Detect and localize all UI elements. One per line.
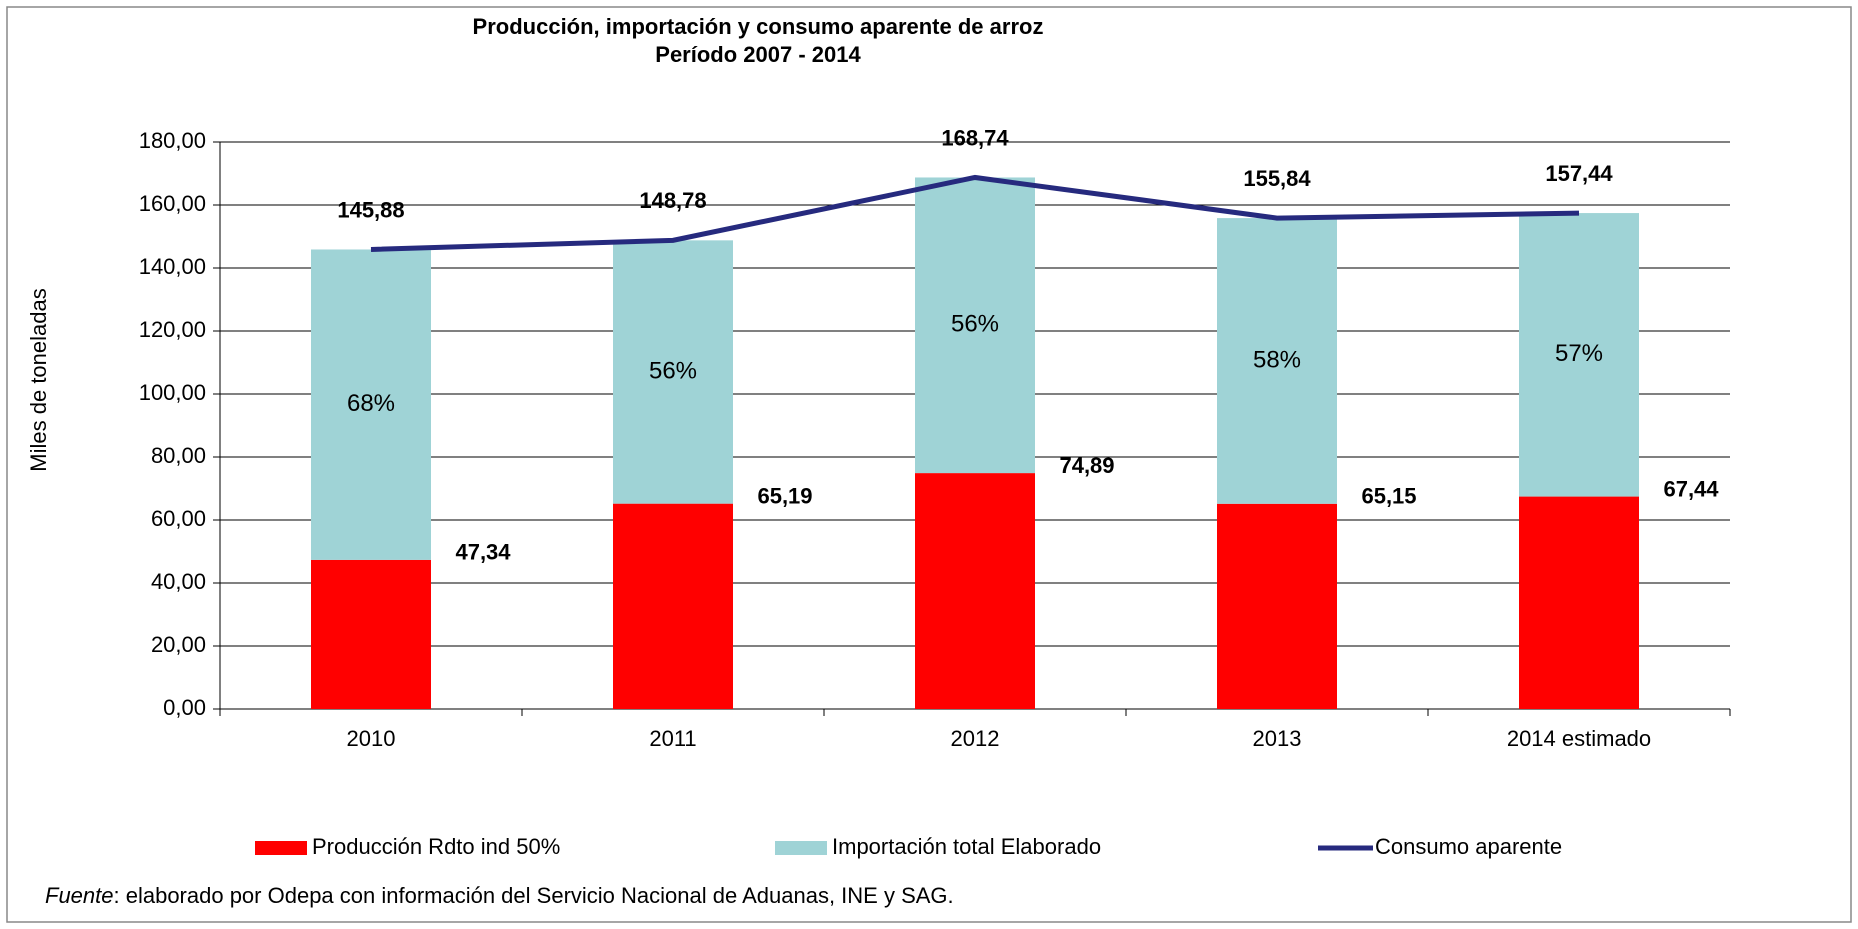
source-note: Fuente: elaborado por Odepa con informac…: [45, 883, 954, 908]
y-tick-label: 100,00: [139, 380, 206, 405]
x-tick-label: 2011: [649, 726, 696, 751]
legend-label: Importación total Elaborado: [832, 834, 1101, 859]
bar: [1519, 213, 1639, 497]
data-label: 74,89: [1059, 453, 1114, 478]
source-text: : elaborado por Odepa con información de…: [114, 883, 954, 908]
x-tick-label: 2012: [951, 726, 1000, 751]
data-label: 47,34: [455, 540, 511, 565]
percent-label: 68%: [347, 390, 395, 417]
y-tick-label: 160,00: [139, 191, 206, 216]
y-tick-label: 20,00: [151, 632, 206, 657]
percent-label: 56%: [649, 357, 697, 384]
x-tick-label: 2014 estimado: [1507, 726, 1651, 751]
x-tick-label: 2010: [347, 726, 396, 751]
bar: [915, 177, 1035, 474]
source-label: Fuente: [45, 883, 114, 908]
legend-swatch: [255, 841, 307, 855]
data-label: 155,84: [1243, 166, 1311, 191]
line-series: [370, 174, 1580, 252]
y-tick-label: 180,00: [139, 128, 206, 153]
y-axis-label: Miles de toneladas: [26, 288, 51, 471]
y-tick-label: 80,00: [151, 443, 206, 468]
legend-label: Consumo aparente: [1375, 834, 1562, 859]
data-label: 65,19: [757, 483, 812, 508]
y-tick-label: 40,00: [151, 569, 206, 594]
bar: [311, 249, 431, 560]
bar: [1217, 503, 1337, 709]
bar: [915, 473, 1035, 709]
y-tick-label: 120,00: [139, 317, 206, 342]
data-label: 145,88: [337, 197, 404, 222]
y-tick-label: 60,00: [151, 506, 206, 531]
data-label: 168,74: [941, 125, 1009, 150]
bar: [311, 559, 431, 709]
chart-title: Producción, importación y consumo aparen…: [473, 14, 1044, 39]
y-tick-label: 140,00: [139, 254, 206, 279]
legend-swatch: [775, 841, 827, 855]
y-tick-label: 0,00: [163, 695, 206, 720]
bar: [613, 503, 733, 709]
data-label: 65,15: [1361, 484, 1416, 509]
bar: [1519, 496, 1639, 709]
x-tick-label: 2013: [1253, 726, 1302, 751]
chart-subtitle: Período 2007 - 2014: [655, 42, 861, 67]
data-label: 157,44: [1545, 161, 1613, 186]
percent-label: 58%: [1253, 346, 1301, 373]
percent-label: 56%: [951, 311, 999, 338]
legend-label: Producción Rdto ind 50%: [312, 834, 560, 859]
percent-label: 57%: [1555, 340, 1603, 367]
bar: [1217, 218, 1337, 504]
data-label: 67,44: [1663, 476, 1719, 501]
data-label: 148,78: [639, 188, 706, 213]
bar: [613, 240, 733, 504]
